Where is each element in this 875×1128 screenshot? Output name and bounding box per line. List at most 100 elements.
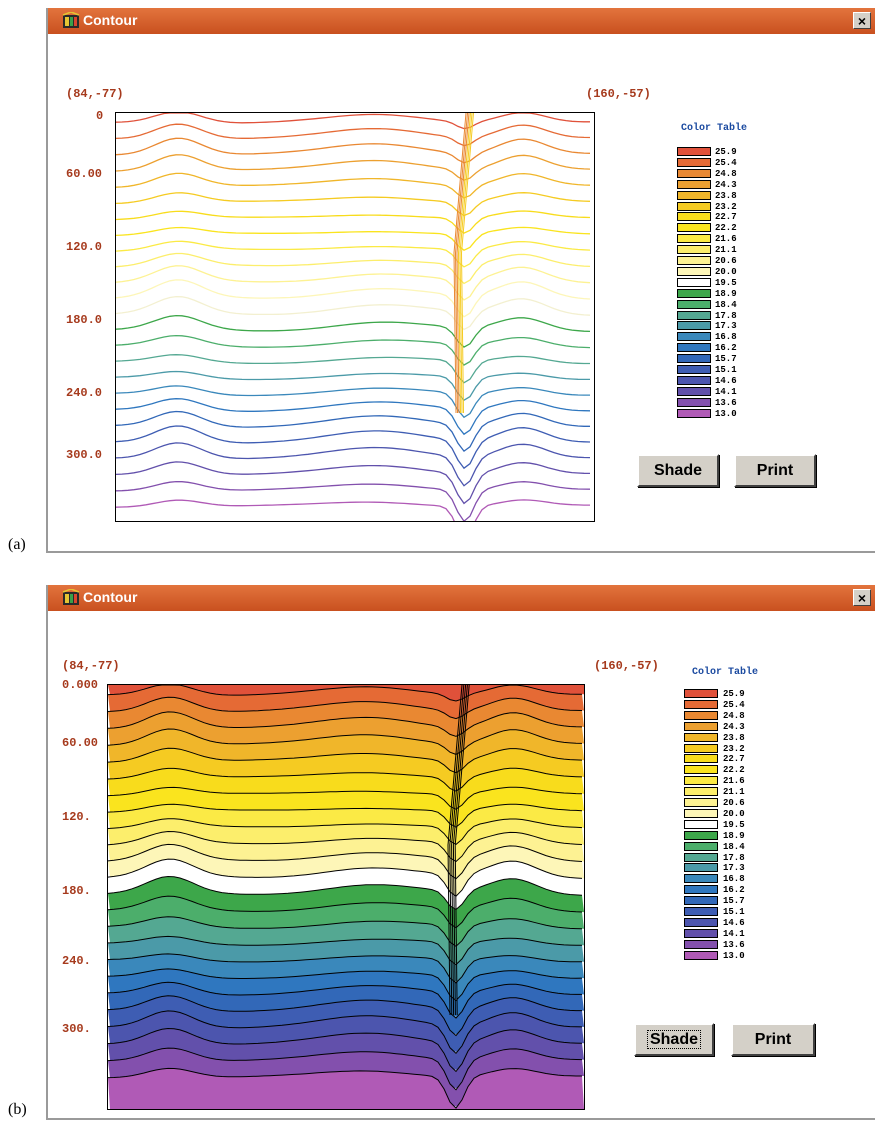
window-title: Contour <box>83 12 138 28</box>
legend-value: 20.6 <box>723 798 745 808</box>
contour-line <box>108 1067 582 1109</box>
contour-line <box>108 843 583 880</box>
legend-swatch <box>677 332 711 342</box>
y-label: 120.0 <box>66 240 103 254</box>
contour-line <box>116 192 591 217</box>
close-button[interactable]: × <box>853 589 871 606</box>
legend-value: 23.2 <box>723 743 745 754</box>
legend-value: 14.1 <box>715 386 737 397</box>
window-title: Contour <box>83 589 138 605</box>
close-button[interactable]: × <box>853 12 871 29</box>
y-label: 60.00 <box>66 167 103 181</box>
contour-line <box>116 137 591 164</box>
contour-filled-svg <box>108 685 584 1109</box>
legend-swatch <box>684 743 718 753</box>
title-bar[interactable]: Contour × <box>48 585 875 611</box>
contour-line <box>116 461 591 505</box>
legend-swatch <box>684 776 718 786</box>
contour-line <box>116 113 590 130</box>
y-label: 0.000 <box>62 678 99 692</box>
legend-swatch <box>684 841 718 851</box>
legend-value: 15.7 <box>715 354 737 365</box>
legend-swatch <box>684 732 718 742</box>
coord-right: (160,-57) <box>586 87 651 101</box>
contour-line <box>116 279 591 318</box>
front-line <box>451 685 467 1016</box>
contour-band <box>108 995 584 1053</box>
contour-app-icon <box>62 589 80 605</box>
legend-value: 23.2 <box>715 201 737 212</box>
y-label: 300.0 <box>66 448 103 462</box>
legend-value: 22.2 <box>723 765 745 776</box>
shade-button[interactable]: Shade <box>634 1023 714 1056</box>
contour-line <box>116 123 591 147</box>
panel-label-a: (a) <box>8 536 26 553</box>
legend-value: 25.9 <box>723 689 745 699</box>
legend-value: 24.8 <box>723 710 745 721</box>
contour-band <box>108 818 584 861</box>
print-button[interactable]: Print <box>734 454 816 487</box>
contour-line <box>116 172 591 199</box>
legend-value: 21.1 <box>723 787 745 798</box>
contour-band <box>108 748 584 791</box>
coord-right: (160,-57) <box>594 659 659 673</box>
contour-line <box>108 711 583 737</box>
front-line <box>459 113 473 414</box>
legend-swatch <box>684 710 718 720</box>
legend-swatch <box>677 201 711 211</box>
contour-band <box>108 768 584 809</box>
legend-value: 13.6 <box>723 939 745 950</box>
contour-line <box>116 425 591 470</box>
legend-swatch <box>677 179 711 189</box>
legend-value: 23.8 <box>723 732 745 743</box>
legend-value: 16.2 <box>723 885 745 896</box>
contour-line <box>108 747 583 774</box>
y-label: 0 <box>96 109 104 123</box>
legend-value: 19.5 <box>723 819 745 830</box>
contour-plot[interactable] <box>107 684 585 1110</box>
legend-value: 23.8 <box>715 190 737 201</box>
legend-value: 15.7 <box>723 896 745 907</box>
legend-value: 17.3 <box>715 321 737 332</box>
contour-line <box>108 981 582 1019</box>
legend-swatch <box>684 917 718 927</box>
legend-swatch <box>677 299 711 309</box>
legend-swatch <box>677 266 711 276</box>
contour-band <box>108 1068 584 1109</box>
contour-line <box>108 728 583 755</box>
contour-line <box>116 354 590 384</box>
contour-plot[interactable] <box>115 112 595 522</box>
legend-value: 25.9 <box>715 147 737 157</box>
y-label: 240. <box>62 954 91 968</box>
contour-band <box>108 859 584 909</box>
front-line <box>449 685 465 1016</box>
legend-value: 17.3 <box>723 863 745 874</box>
front-line <box>457 113 471 414</box>
legend-swatch <box>677 223 711 233</box>
contour-window-b: Contour × (84,-77) (160,-57) 0.000 60.00… <box>46 585 875 1120</box>
legend-swatch <box>684 863 718 873</box>
legend-value: 20.6 <box>715 256 737 266</box>
legend-swatch <box>677 147 711 156</box>
contour-line <box>108 1010 583 1055</box>
legend-swatch <box>677 234 711 244</box>
contour-line <box>108 1047 583 1091</box>
contour-line <box>108 858 583 897</box>
print-button[interactable]: Print <box>731 1023 815 1056</box>
legend-swatch <box>684 874 718 884</box>
contour-line <box>116 480 591 521</box>
contour-line <box>116 410 590 452</box>
legend-value: 22.7 <box>715 212 737 223</box>
close-icon: × <box>857 13 867 29</box>
contour-line <box>116 226 591 251</box>
legend-value: 22.2 <box>715 223 737 234</box>
title-bar[interactable]: Contour × <box>48 8 875 34</box>
shade-button[interactable]: Shade <box>637 454 719 487</box>
legend-value: 24.3 <box>723 721 745 732</box>
legend-swatch <box>677 354 711 364</box>
contour-line <box>108 803 583 828</box>
legend-value: 14.6 <box>723 917 745 928</box>
legend-value: 19.5 <box>715 277 737 288</box>
color-table-title: Color Table <box>692 667 759 678</box>
legend-swatch <box>684 699 718 709</box>
